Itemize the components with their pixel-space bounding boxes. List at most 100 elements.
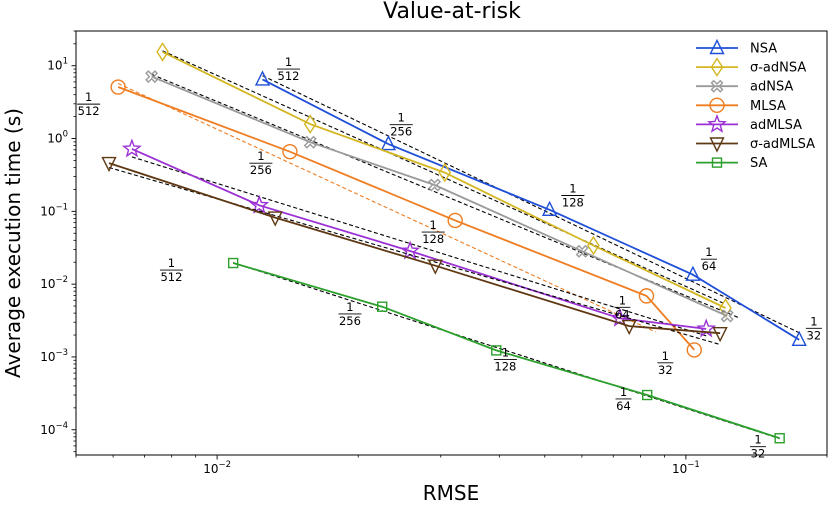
legend-marker (706, 113, 728, 133)
slope-annotation: 164 (615, 385, 632, 413)
y-tick-label: 10−2 (40, 275, 68, 291)
data-point (491, 345, 502, 356)
series-0 (254, 70, 807, 346)
legend: NSA σ-adNSA adNSA MLSA adMLSA σ-adMLSA SA (696, 38, 815, 171)
legend-entry-0: NSA (696, 38, 777, 57)
series-line (117, 86, 695, 351)
data-point (282, 143, 298, 160)
slope-annotation: 132 (749, 433, 766, 461)
data-point (719, 298, 732, 318)
slope-denominator: 128 (422, 232, 444, 246)
data-point (303, 114, 317, 134)
data-point (774, 433, 785, 444)
y-axis: 10−4 10−3 10−2 10−1 100 101 (40, 30, 76, 453)
slope-denominator: 32 (807, 328, 822, 342)
slope-annotation: 164 (700, 245, 717, 273)
slope-denominator: 256 (250, 163, 272, 177)
y-tick-label: 10−3 (40, 348, 68, 364)
data-point (156, 42, 169, 62)
slope-denominator: 128 (562, 196, 584, 210)
data-point (575, 244, 589, 258)
data-point (541, 200, 558, 217)
slope-denominator: 32 (751, 447, 766, 461)
slope-numerator: 1 (398, 111, 405, 125)
slope-numerator: 1 (346, 300, 353, 314)
legend-marker (709, 137, 725, 153)
x-axis-title: RMSE (423, 481, 479, 505)
legend-label: σ-adNSA (750, 61, 806, 76)
slope-numerator: 1 (502, 346, 509, 360)
slope-denominator: 128 (494, 360, 516, 374)
data-point (686, 342, 702, 358)
series-line (162, 51, 726, 309)
data-point (145, 70, 159, 84)
data-point (609, 307, 630, 327)
data-point (621, 319, 637, 336)
data-point (638, 288, 655, 304)
legend-entry-5: σ-adMLSA (696, 137, 815, 153)
data-point (377, 301, 388, 312)
fit-line (151, 73, 741, 319)
slope-numerator: 1 (85, 90, 92, 104)
series-2 (145, 70, 741, 323)
legend-entry-3: MLSA (696, 97, 786, 114)
data-point (427, 259, 443, 275)
slope-denominator: 512 (278, 69, 300, 83)
series-3 (110, 79, 702, 358)
slope-numerator: 1 (810, 314, 817, 328)
slope-denominator: 64 (616, 399, 631, 413)
data-point (254, 70, 271, 86)
data-point (249, 194, 270, 214)
data-point (303, 135, 317, 149)
slope-numerator: 1 (257, 149, 264, 163)
data-point (101, 156, 117, 173)
legend-label: NSA (750, 42, 777, 57)
legend-marker (710, 79, 724, 93)
data-point (791, 330, 807, 346)
chart-title: Value-at-risk (383, 0, 521, 24)
series-line (108, 162, 721, 335)
data-point (587, 235, 600, 256)
legend-marker (711, 157, 723, 168)
slope-denominator: 64 (702, 259, 717, 273)
legend-entry-4: adMLSA (696, 113, 802, 133)
slope-numerator: 1 (285, 55, 292, 69)
slope-numerator: 1 (754, 433, 761, 447)
x-axis: 10−2 10−1 (75, 455, 828, 476)
legend-marker (710, 57, 724, 77)
slope-denominator: 512 (160, 270, 182, 284)
slope-denominator: 256 (390, 125, 412, 139)
data-point (428, 178, 442, 192)
fit-line (162, 50, 726, 305)
slope-denominator: 256 (339, 314, 361, 328)
slope-annotation: 132 (805, 314, 822, 342)
data-point (267, 211, 283, 227)
legend-label: σ-adMLSA (750, 137, 815, 152)
series-4 (121, 138, 717, 338)
slope-numerator: 1 (168, 256, 175, 270)
data-point (438, 162, 452, 183)
legend-entry-1: σ-adNSA (696, 57, 806, 77)
legend-marker (709, 97, 725, 114)
y-tick-label: 10−1 (40, 202, 68, 218)
y-tick-label: 100 (47, 130, 68, 146)
slope-denominator: 32 (658, 363, 673, 377)
series-1 (156, 42, 732, 318)
slope-annotation: 132 (657, 349, 674, 377)
y-tick-label: 101 (47, 57, 68, 73)
series-line (232, 262, 780, 440)
legend-label: adNSA (750, 80, 793, 95)
legend-label: MLSA (750, 99, 786, 114)
y-axis-title: Average execution time (s) (1, 108, 25, 378)
slope-numerator: 1 (430, 218, 437, 232)
x-tick-label: 10−2 (203, 460, 231, 476)
legend-label: adMLSA (750, 118, 802, 133)
series-6 (227, 257, 785, 444)
data-point (642, 389, 653, 401)
slope-denominator: 512 (78, 104, 100, 118)
